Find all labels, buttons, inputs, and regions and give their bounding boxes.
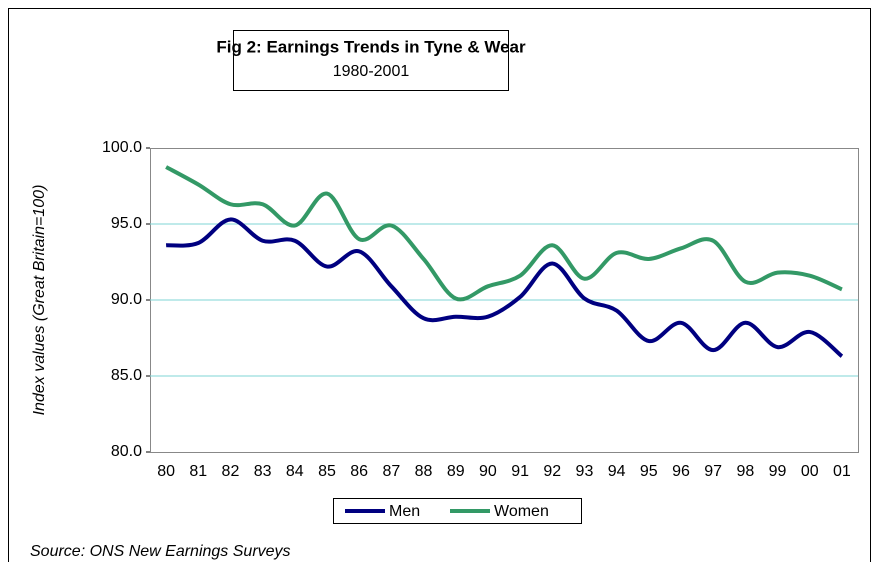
series-line [165,217,844,358]
legend-label: Men [389,503,420,520]
x-tick-label: 81 [189,463,207,480]
x-tick-label: 95 [640,463,658,480]
y-tick-label: 95.0 [111,215,142,232]
chart-subtitle: 1980-2001 [333,63,410,80]
x-tick-label: 94 [608,463,626,480]
chart-title: Fig 2: Earnings Trends in Tyne & Wear [216,37,526,56]
x-tick-label: 01 [833,463,851,480]
x-tick-label: 87 [382,463,400,480]
x-tick-label: 92 [543,463,561,480]
x-tick-label: 85 [318,463,336,480]
x-tick-label: 82 [222,463,240,480]
x-tick-label: 84 [286,463,304,480]
series-line [165,165,843,302]
x-tick-label: 98 [736,463,754,480]
y-axis-label: Index values (Great Britain=100) [31,185,48,416]
x-tick-label: 97 [704,463,722,480]
x-tick-label: 93 [576,463,594,480]
legend-label: Women [494,503,549,520]
y-tick-label: 85.0 [111,367,142,384]
x-tick-label: 80 [157,463,175,480]
x-tick-label: 99 [769,463,787,480]
x-tick-label: 88 [415,463,433,480]
x-tick-label: 91 [511,463,529,480]
x-tick-label: 90 [479,463,497,480]
y-tick-label: 90.0 [111,291,142,308]
x-tick-label: 00 [801,463,819,480]
x-tick-label: 89 [447,463,465,480]
x-tick-label: 96 [672,463,690,480]
y-tick-label: 80.0 [111,443,142,460]
y-tick-label: 100.0 [102,139,142,156]
title-box [233,30,509,91]
x-tick-label: 83 [254,463,272,480]
source-note: Source: ONS New Earnings Surveys [30,543,291,560]
x-tick-label: 86 [350,463,368,480]
